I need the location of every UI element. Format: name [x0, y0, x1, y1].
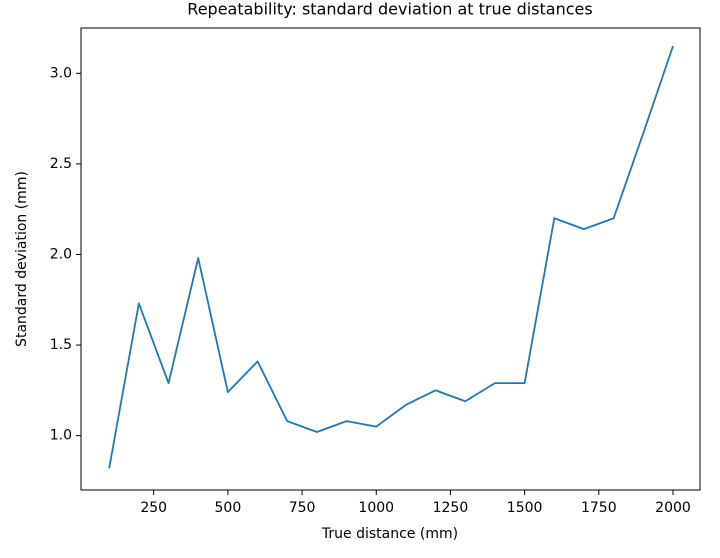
x-tick-label: 1750: [581, 500, 617, 516]
x-axis-label: True distance (mm): [321, 526, 458, 542]
y-tick-label: 2.0: [50, 246, 72, 262]
x-tick-label: 500: [215, 500, 242, 516]
data-line: [108, 45, 674, 469]
y-tick-label: 3.0: [50, 65, 72, 81]
y-axis-label: Standard deviation (mm): [14, 171, 30, 347]
x-tick-label: 1500: [507, 500, 543, 516]
x-tick-label: 1250: [433, 500, 469, 516]
y-tick-label: 1.0: [50, 428, 72, 444]
plot-frame: [80, 27, 701, 491]
chart-title: Repeatability: standard deviation at tru…: [187, 0, 592, 19]
x-tick-label: 250: [140, 500, 167, 516]
x-tick-label: 750: [289, 500, 316, 516]
x-tick-label: 1000: [358, 500, 394, 516]
y-tick-label: 2.5: [50, 156, 72, 172]
x-tick-label: 2000: [655, 500, 691, 516]
y-tick-label: 1.5: [50, 337, 72, 353]
